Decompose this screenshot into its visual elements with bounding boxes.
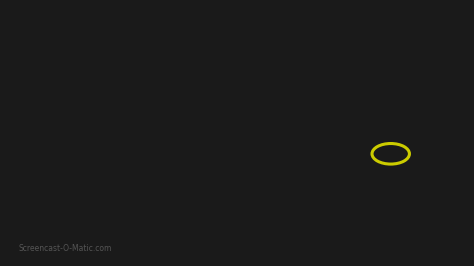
Text: Percent of calories from carbohydrate,: Percent of calories from carbohydrate, (64, 23, 410, 41)
Text: •: • (32, 86, 40, 101)
Text: •: • (32, 135, 40, 149)
Text: Screencast-O-Matic.com: Screencast-O-Matic.com (18, 244, 112, 253)
Text: – 2 grams of fat x 9 kcals per gram = 18 kcals: – 2 grams of fat x 9 kcals per gram = 18… (68, 209, 390, 223)
Text: So, first, multiply the grams for each nutrient: So, first, multiply the grams for each n… (59, 86, 374, 101)
Text: – For a total of 40 + 20 + 18 = 78 total kcals: – For a total of 40 + 20 + 18 = 78 total… (68, 238, 380, 252)
Text: by the kcals per gram for that nutrient.: by the kcals per gram for that nutrient. (59, 111, 332, 125)
Text: protein and fat in a food: protein and fat in a food (128, 55, 346, 73)
Text: – 5 grams of protein x 4 kcals per gram = 20 kcals: – 5 grams of protein x 4 kcals per gram … (68, 184, 419, 198)
Text: In our example:: In our example: (59, 135, 168, 149)
Text: – 10 grams of carb x 4 kcals per gram = 40 kcals: – 10 grams of carb x 4 kcals per gram = … (68, 160, 410, 174)
